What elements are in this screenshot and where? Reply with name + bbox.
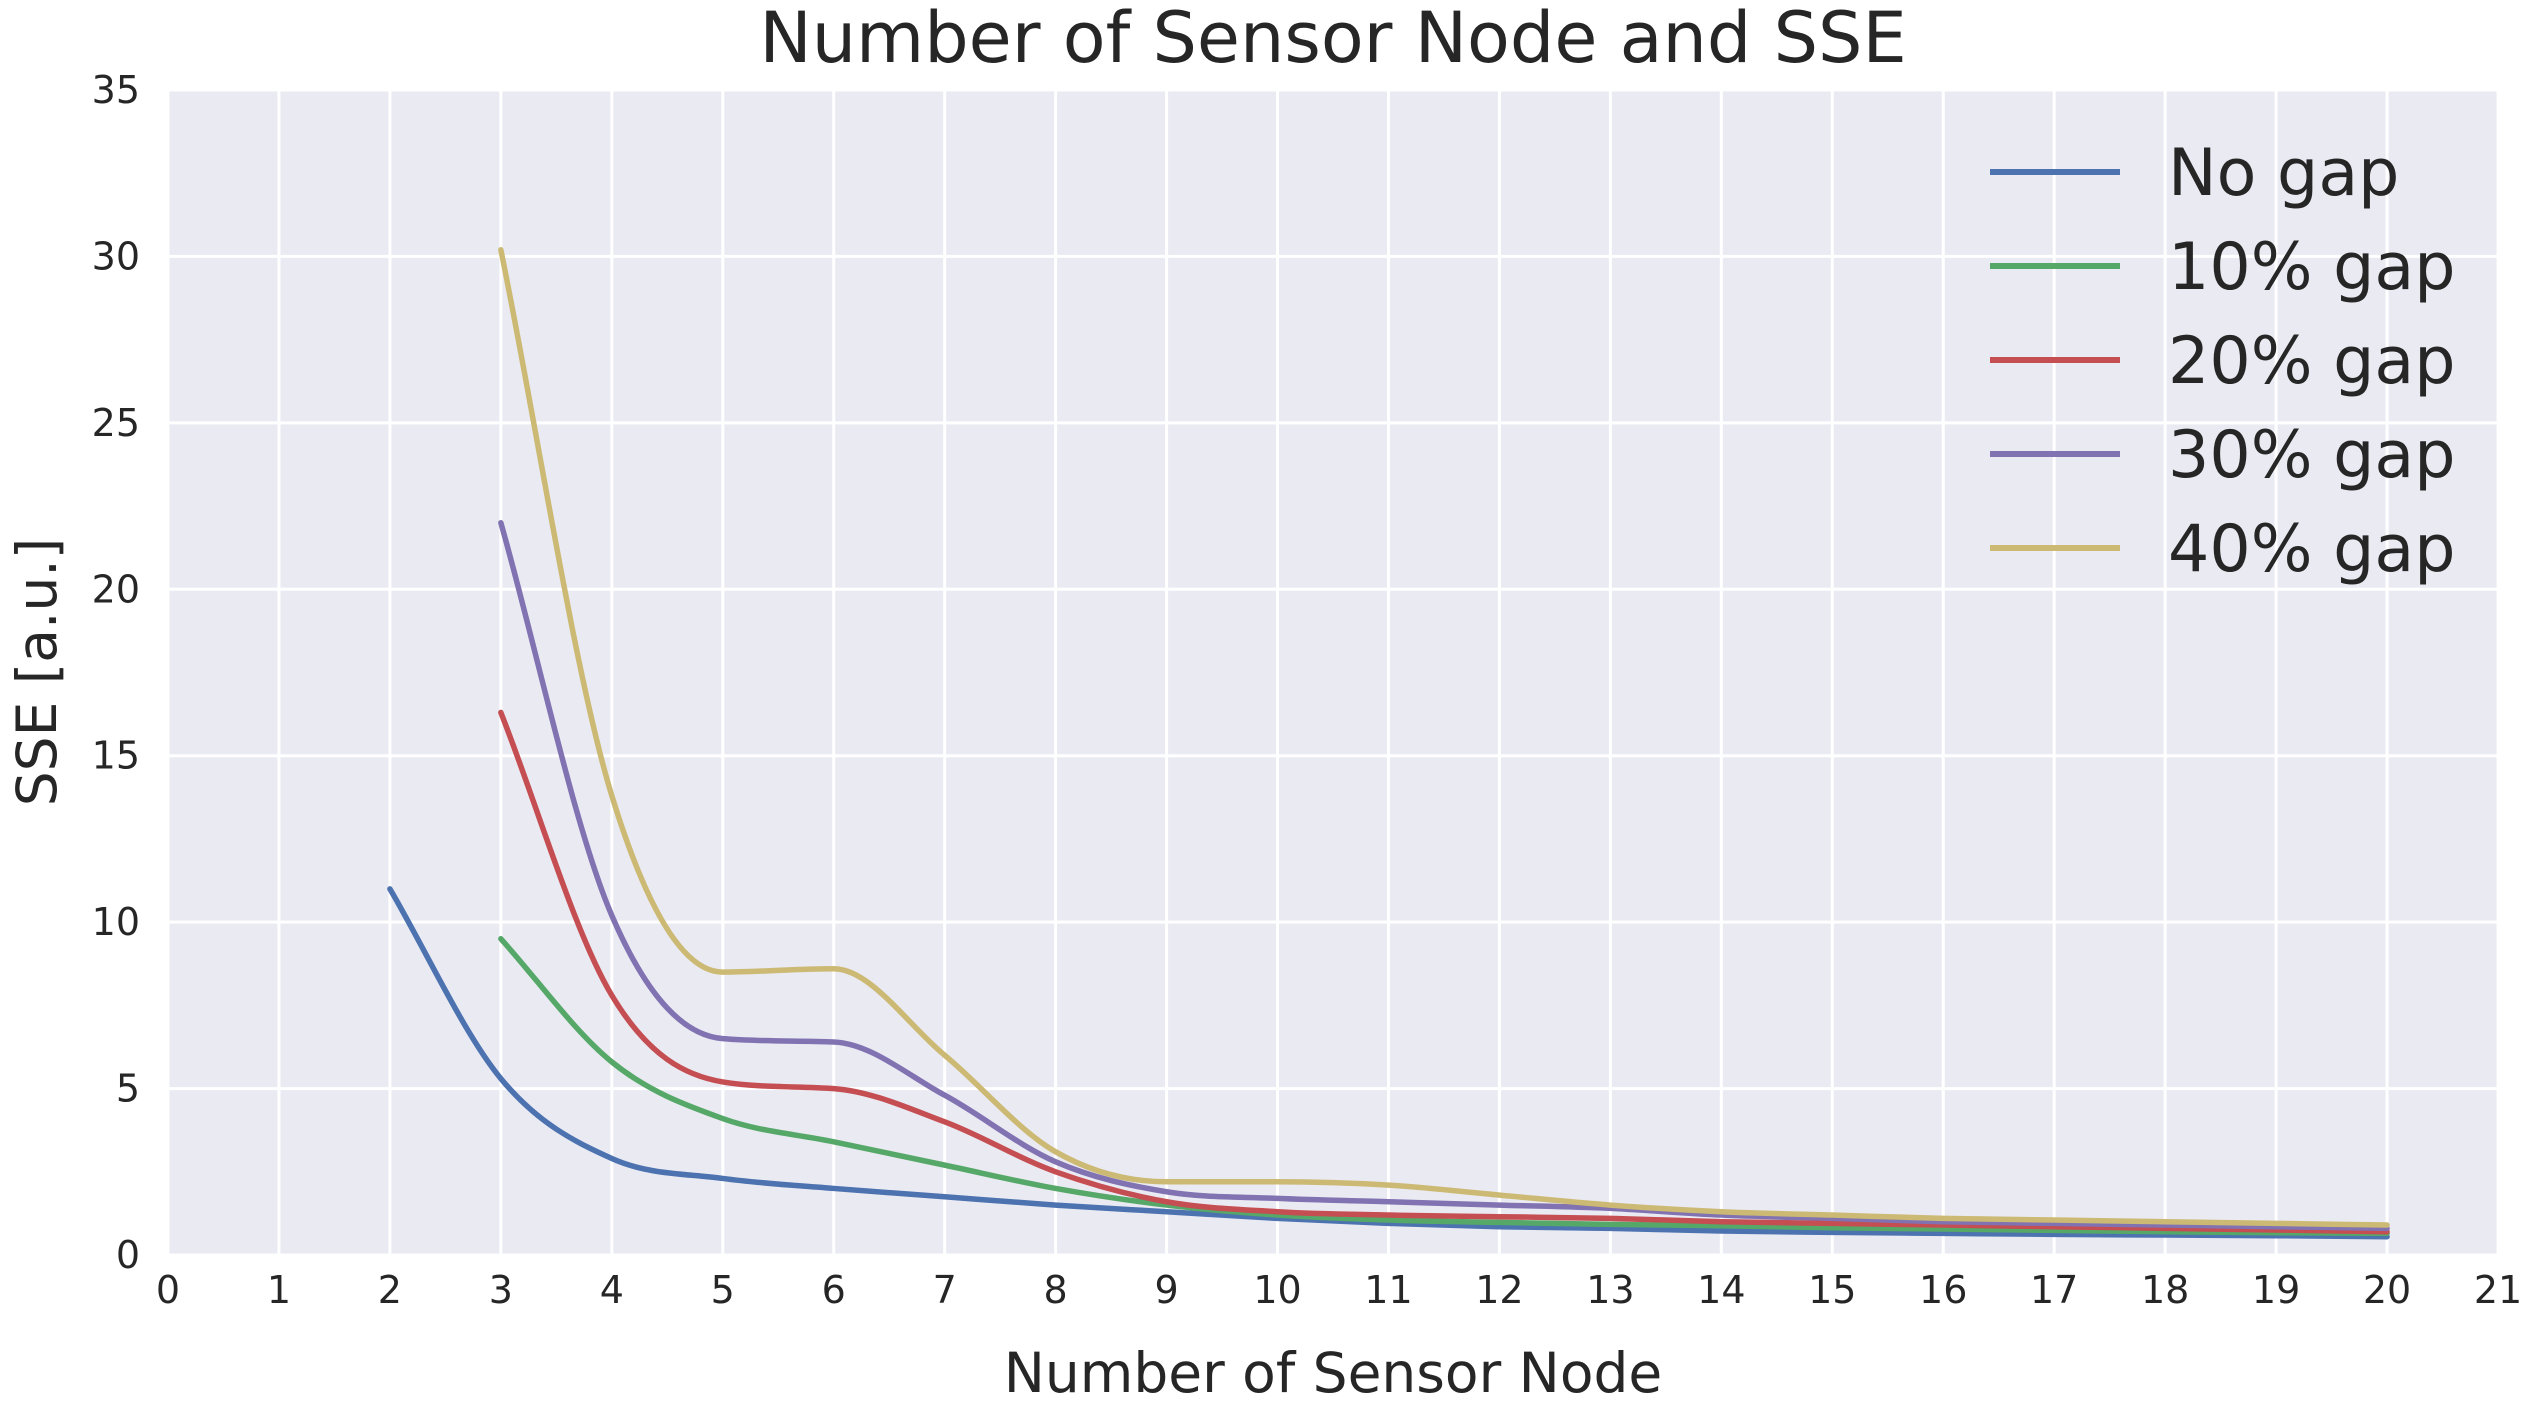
x-tick-label: 9 [1154,1268,1178,1312]
series-line-10pct-gap [498,936,2390,1237]
y-tick-label: 35 [92,68,140,112]
x-tick-label: 21 [2474,1268,2522,1312]
x-tick-label: 17 [2030,1268,2078,1312]
y-tick-label: 5 [116,1067,140,1111]
y-tick-label: 10 [92,900,140,944]
plot-area [168,90,2498,1255]
x-tick-label: 14 [1697,1268,1745,1312]
x-tick-label: 0 [156,1268,180,1312]
x-tick-label: 4 [600,1268,624,1312]
x-tick-label: 1 [267,1268,291,1312]
chart-title: Number of Sensor Node and SSE [759,0,1906,79]
series-line-no-gap [387,886,2390,1240]
x-tick-label: 16 [1919,1268,1967,1312]
y-tick-label: 0 [116,1233,140,1277]
x-tick-label: 15 [1808,1268,1856,1312]
legend: No gap 10% gap 20% gap 30% gap 40% gap [1990,136,2456,587]
x-tick-label: 11 [1364,1268,1412,1312]
x-tick-label: 10 [1253,1268,1301,1312]
x-tick-label: 20 [2363,1268,2411,1312]
y-tick-label: 20 [92,567,140,611]
y-axis-label: SSE [a.u.] [5,538,69,807]
x-axis-label: Number of Sensor Node [1004,1341,1662,1405]
x-tick-label: 13 [1586,1268,1634,1312]
y-tick-labels: 0 5 10 15 20 25 30 35 [92,68,140,1277]
legend-label-40pct-gap: 40% gap [2168,512,2456,587]
legend-label-20pct-gap: 20% gap [2168,324,2456,399]
grid [166,88,2500,1257]
x-tick-label: 12 [1475,1268,1523,1312]
x-tick-label: 6 [822,1268,846,1312]
x-tick-label: 5 [711,1268,735,1312]
series-line-30pct-gap [498,519,2390,1232]
y-tick-label: 15 [92,734,140,778]
legend-label-10pct-gap: 10% gap [2168,230,2456,305]
x-tick-label: 3 [489,1268,513,1312]
x-tick-label: 18 [2141,1268,2189,1312]
y-tick-label: 25 [92,401,140,445]
legend-label-30pct-gap: 30% gap [2168,418,2456,493]
series-group [387,247,2390,1240]
series-line-20pct-gap [498,709,2390,1235]
x-tick-label: 7 [933,1268,957,1312]
x-tick-label: 19 [2252,1268,2300,1312]
legend-label-no-gap: No gap [2168,136,2399,211]
y-tick-label: 30 [92,234,140,278]
x-tick-label: 2 [378,1268,402,1312]
x-tick-labels: 0 1 2 3 4 5 6 7 8 9 10 11 12 13 14 15 16 17 18 19 20 21 [156,1268,2522,1312]
x-tick-label: 8 [1044,1268,1068,1312]
series-line-40pct-gap [498,247,2390,1228]
